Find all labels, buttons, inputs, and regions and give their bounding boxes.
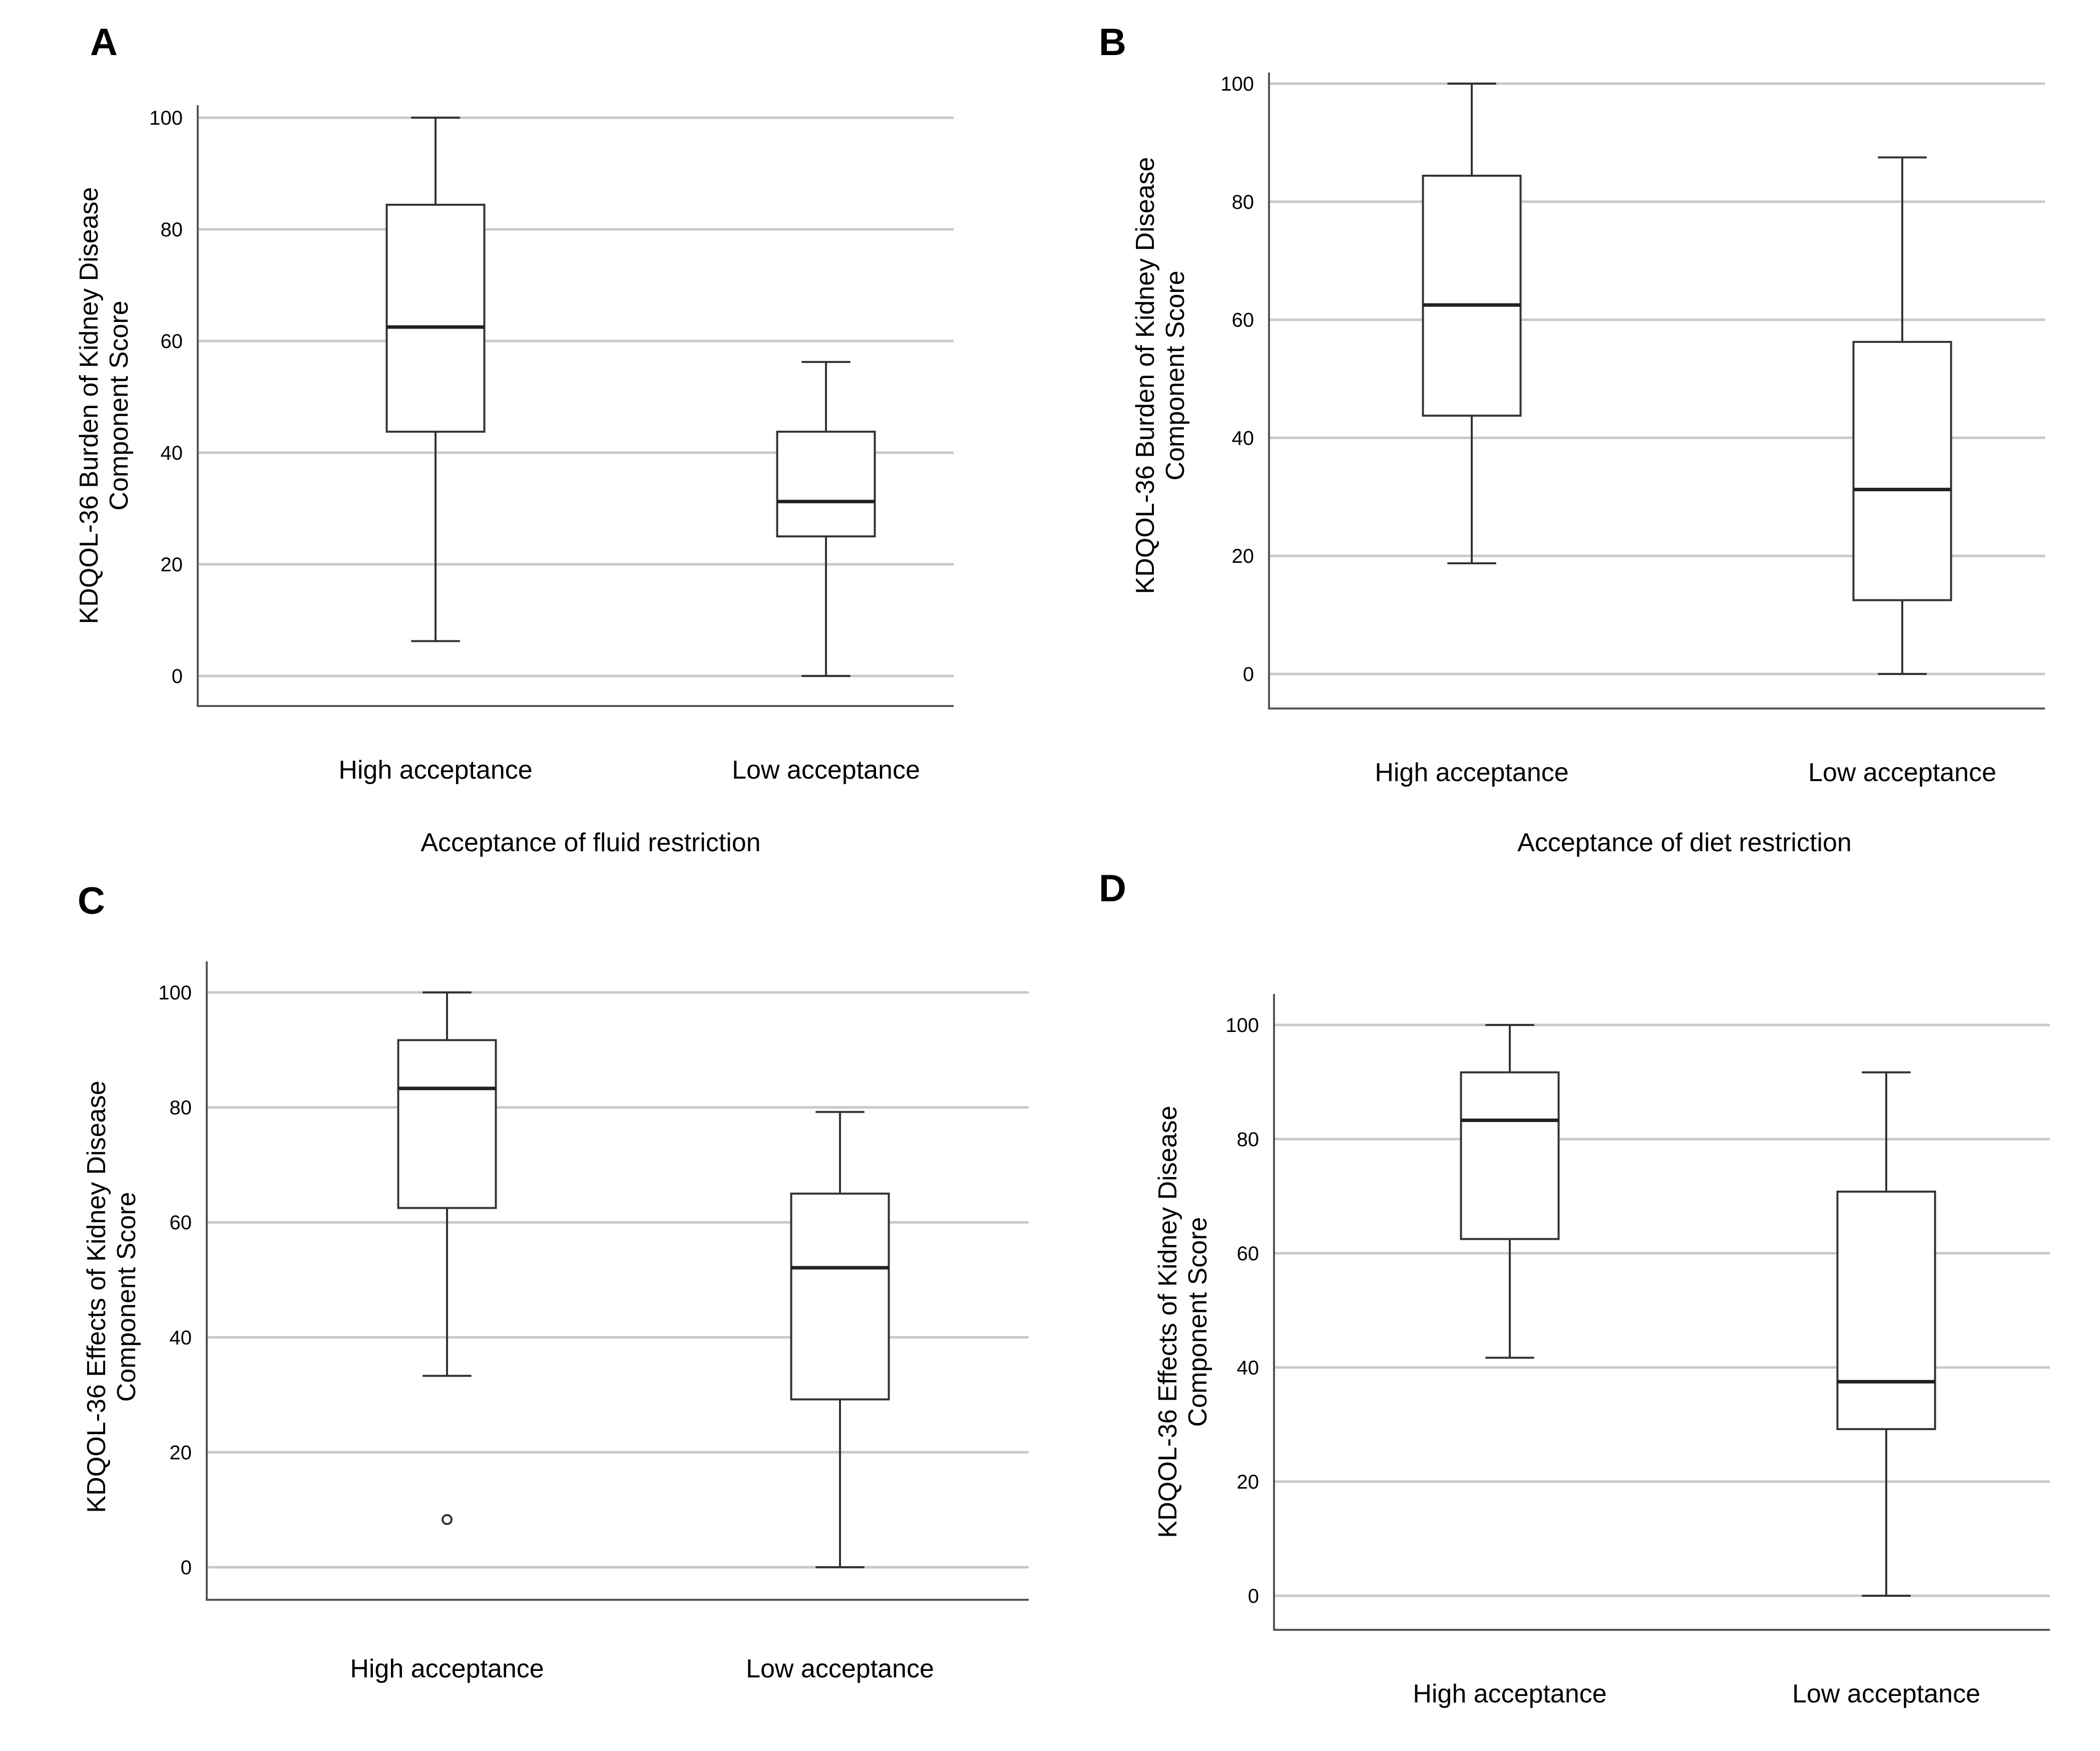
panel-letter: A [90, 21, 118, 64]
y-axis-title-line: KDQOL-36 Effects of Kidney Disease [1153, 1106, 1182, 1538]
y-tick-label: 60 [1232, 309, 1254, 331]
iqr-box [385, 203, 486, 433]
y-tick-label: 0 [1248, 1585, 1259, 1607]
iqr-box [1460, 1071, 1560, 1240]
iqr-box [1852, 340, 1952, 601]
y-axis-title: KDQOL-36 Effects of Kidney DiseaseCompon… [1153, 1106, 1212, 1538]
y-axis-title: KDQOL-36 Burden of Kidney DiseaseCompone… [1131, 157, 1190, 594]
y-axis-title-line: KDQOL-36 Burden of Kidney Disease [1131, 157, 1160, 594]
x-category-label: Low acceptance [1792, 1679, 1980, 1708]
x-category-label: Low acceptance [1808, 758, 1996, 787]
y-tick-label: 40 [161, 442, 183, 464]
y-tick-label: 100 [1220, 73, 1254, 95]
y-axis-title-line: Component Score [105, 300, 134, 510]
box-high-acceptance [1460, 1024, 1560, 1359]
y-tick-label: 80 [170, 1097, 192, 1119]
y-tick-label: 80 [1237, 1129, 1259, 1151]
axis-frame [197, 105, 954, 707]
y-tick-label: 60 [170, 1212, 192, 1234]
x-axis-title: Acceptance of fluid restriction [421, 828, 760, 857]
iqr-box [1422, 174, 1522, 417]
axis-frame [1273, 994, 2050, 1631]
y-tick-label: 20 [170, 1442, 192, 1464]
box-low-acceptance [776, 361, 876, 677]
axis-frame [206, 961, 1029, 1601]
box-low-acceptance [790, 1111, 890, 1568]
x-axis-title: Acceptance of diet restriction [1517, 828, 1852, 857]
y-tick-label: 60 [161, 330, 183, 353]
y-tick-label: 0 [172, 665, 183, 687]
panel-letter: B [1099, 21, 1126, 64]
x-category-label: Low acceptance [746, 1654, 934, 1683]
x-category-label: High acceptance [1375, 758, 1568, 787]
panel-b: B 0 20 40 60 80 100 High acceptance Low acceptan… [1099, 21, 2045, 857]
y-tick-label: 0 [181, 1557, 192, 1579]
y-axis-title-line: Component Score [1161, 270, 1190, 480]
y-tick-label: 100 [149, 107, 183, 129]
x-category-label: Low acceptance [732, 756, 920, 785]
y-axis-title-line: KDQOL-36 Effects of Kidney Disease [82, 1081, 111, 1513]
panel-c: C 0 20 40 60 80 100 High acceptance Low acceptan… [78, 880, 1029, 1683]
y-tick-label: 60 [1237, 1243, 1259, 1265]
y-tick-label: 80 [1232, 191, 1254, 213]
box-high-acceptance [1422, 83, 1522, 564]
iqr-box [1836, 1190, 1936, 1431]
y-tick-label: 40 [1232, 427, 1254, 449]
iqr-box [790, 1192, 890, 1400]
axis-frame [1268, 73, 2045, 710]
outlier-point [442, 1514, 453, 1525]
panel-a: A 0 20 40 60 80 100 High acceptance Low acceptan… [75, 21, 954, 857]
y-tick-label: 0 [1243, 663, 1254, 685]
y-tick-label: 20 [1232, 545, 1254, 567]
iqr-box [397, 1039, 497, 1209]
box-high-acceptance [385, 117, 486, 642]
y-tick-label: 20 [1237, 1471, 1259, 1493]
y-axis-title-line: Component Score [1183, 1217, 1212, 1427]
panel-d: D 0 20 40 60 80 100 High acceptance Low acceptan… [1099, 867, 2050, 1708]
y-tick-label: 100 [1225, 1014, 1259, 1036]
box-low-acceptance [1836, 1071, 1936, 1597]
y-tick-label: 100 [158, 982, 192, 1004]
y-tick-label: 40 [170, 1327, 192, 1349]
y-tick-label: 20 [161, 554, 183, 576]
iqr-box [776, 431, 876, 538]
panel-letter: D [1099, 867, 1126, 910]
y-tick-label: 80 [161, 219, 183, 241]
y-axis-title-line: KDQOL-36 Burden of Kidney Disease [75, 187, 104, 624]
y-axis-title: KDQOL-36 Burden of Kidney DiseaseCompone… [75, 187, 134, 624]
x-category-label: High acceptance [350, 1654, 544, 1683]
x-category-label: High acceptance [338, 756, 532, 785]
y-tick-label: 40 [1237, 1357, 1259, 1379]
box-low-acceptance [1852, 156, 1952, 675]
panel-letter: C [78, 880, 105, 922]
box-high-acceptance [397, 991, 497, 1525]
panels: A 0 20 40 60 80 100 High acceptance Low acceptan… [75, 21, 2050, 1708]
x-category-label: High acceptance [1413, 1679, 1606, 1708]
y-axis-title: KDQOL-36 Effects of Kidney DiseaseCompon… [82, 1081, 141, 1513]
y-axis-title-line: Component Score [112, 1192, 141, 1402]
